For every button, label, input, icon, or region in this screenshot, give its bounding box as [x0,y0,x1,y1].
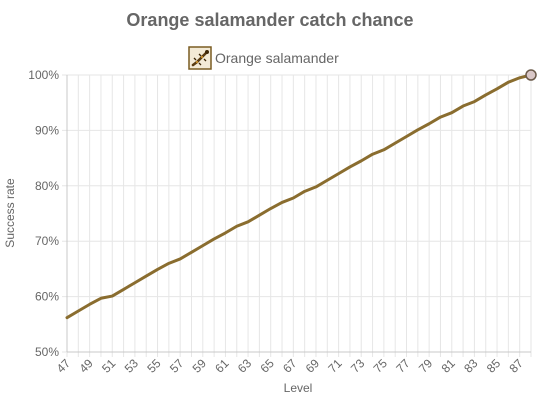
x-axis-label: Level [284,381,313,395]
data-point[interactable] [525,69,537,81]
y-axis-label: Success rate [3,178,17,248]
axes [66,75,531,353]
x-tick-label: 75 [371,356,391,376]
chart-title: Orange salamander catch chance [126,10,413,30]
y-axis-ticks: 50% 60% 70% 80% 90% 100% [28,68,59,359]
x-tick-label: 63 [235,356,255,376]
x-tick-label: 83 [461,356,481,376]
x-tick-label: 59 [190,356,210,376]
y-tick-label: 70% [35,234,59,248]
legend[interactable]: Orange salamander [188,46,339,70]
x-axis-ticks: 47 49 51 53 55 57 59 61 63 65 67 69 71 73 75 77 79 81 83 85… [54,356,526,376]
series [65,69,537,320]
x-tick-label: 85 [484,356,504,376]
legend-label: Orange salamander [215,50,339,66]
x-tick-label: 77 [393,356,413,376]
x-tick-label: 51 [99,356,119,376]
orange-salamander-icon [188,46,212,70]
x-tick-label: 69 [303,356,323,376]
y-tick-label: 100% [28,68,59,82]
y-tick-label: 50% [35,345,59,359]
x-tick-label: 71 [325,356,345,376]
y-tick-label: 80% [35,179,59,193]
y-tick-label: 60% [35,290,59,304]
series-line [65,73,533,320]
x-tick-label: 57 [167,356,187,376]
x-tick-label: 53 [122,356,142,376]
x-tick-label: 55 [144,356,164,376]
grid [62,74,532,357]
x-tick-label: 61 [212,356,232,376]
x-tick-label: 67 [280,356,300,376]
x-tick-label: 49 [76,356,96,376]
x-tick-label: 65 [257,356,277,376]
x-tick-label: 87 [506,356,526,376]
x-tick-label: 81 [439,356,459,376]
y-tick-label: 90% [35,123,59,137]
x-tick-label: 73 [348,356,368,376]
x-tick-label: 79 [416,356,436,376]
